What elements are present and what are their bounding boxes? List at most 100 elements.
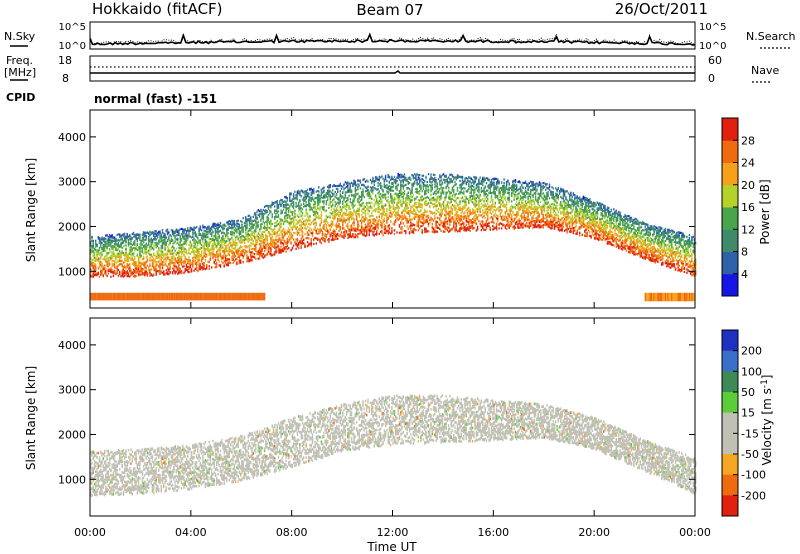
power-echo-pixel	[407, 219, 409, 223]
power-echo-pixel	[286, 220, 288, 223]
power-echo-pixel	[112, 252, 115, 255]
power-echo-pixel	[129, 234, 131, 237]
power-echo-pixel	[350, 218, 353, 221]
power-echo-pixel	[383, 185, 386, 189]
power-echo-pixel	[296, 220, 299, 223]
power-echo-pixel	[211, 253, 213, 256]
power-echo-pixel	[130, 273, 132, 276]
power-echo-pixel	[202, 257, 204, 260]
power-echo-pixel	[327, 192, 329, 195]
power-echo-pixel	[381, 185, 383, 188]
power-echo-pixel	[350, 202, 353, 205]
power-echo-pixel	[292, 207, 295, 210]
power-echo-pixel	[364, 228, 367, 231]
power-echo-pixel	[379, 212, 382, 215]
power-echo-pixel	[93, 266, 96, 269]
power-echo-pixel	[209, 241, 212, 244]
power-echo-pixel	[270, 237, 272, 240]
power-echo-pixel	[374, 179, 377, 183]
power-echo-pixel	[255, 257, 257, 260]
power-echo-pixel	[141, 273, 144, 276]
power-echo-pixel	[209, 249, 212, 252]
power-echo-pixel	[340, 214, 343, 218]
power-echo-pixel	[366, 230, 368, 233]
power-echo-pixel	[219, 245, 222, 248]
power-echo-pixel	[295, 243, 297, 246]
power-echo-pixel	[300, 242, 302, 245]
power-echo-pixel	[330, 234, 333, 237]
power-echo-pixel	[218, 241, 220, 244]
power-echo-pixel	[295, 206, 297, 209]
power-echo-pixel	[339, 190, 341, 193]
power-echo-pixel	[396, 211, 398, 214]
power-echo-pixel	[276, 211, 278, 214]
power-echo-pixel	[175, 260, 178, 263]
power-echo-pixel	[320, 196, 323, 199]
power-echo-pixel	[386, 184, 388, 187]
power-echo-pixel	[101, 264, 103, 268]
power-echo-pixel	[130, 257, 132, 260]
power-echo-pixel	[236, 241, 238, 245]
power-echo-pixel	[242, 226, 244, 229]
power-echo-pixel	[378, 206, 380, 209]
power-echo-pixel	[115, 238, 117, 241]
power-echo-pixel	[398, 175, 401, 178]
power-echo-pixel	[127, 244, 130, 247]
power-echo-pixel	[315, 211, 317, 214]
power-echo-pixel	[245, 227, 247, 230]
power-echo-pixel	[337, 208, 339, 212]
power-echo-pixel	[395, 219, 397, 222]
power-echo-pixel	[179, 270, 181, 273]
power-echo-pixel	[213, 243, 215, 246]
power-echo-pixel	[125, 240, 127, 243]
power-echo-pixel	[106, 234, 108, 237]
power-echo-pixel	[397, 174, 399, 177]
power-echo-pixel	[149, 253, 151, 256]
power-echo-pixel	[106, 242, 108, 245]
power-echo-pixel	[105, 244, 107, 247]
power-echo-pixel	[393, 201, 396, 204]
power-echo-pixel	[156, 250, 159, 253]
power-echo-pixel	[216, 235, 218, 238]
power-echo-pixel	[391, 189, 393, 192]
power-echo-pixel	[149, 274, 151, 277]
power-echo-pixel	[372, 178, 374, 181]
power-echo-pixel	[168, 235, 170, 238]
power-echo-pixel	[324, 240, 326, 243]
power-echo-pixel	[226, 221, 228, 224]
power-echo-pixel	[285, 204, 287, 207]
power-echo-pixel	[412, 231, 415, 234]
power-echo-pixel	[279, 233, 281, 236]
power-echo-pixel	[263, 240, 266, 243]
power-echo-pixel	[361, 197, 363, 200]
power-echo-pixel	[158, 265, 160, 268]
power-echo-pixel	[381, 195, 383, 198]
power-echo-pixel	[253, 244, 256, 248]
power-echo-pixel	[321, 236, 324, 239]
power-echo-pixel	[96, 248, 98, 252]
power-echo-pixel	[255, 219, 257, 222]
power-echo-pixel	[402, 195, 404, 198]
power-echo-pixel	[327, 190, 329, 194]
power-echo-pixel	[136, 243, 138, 246]
power-echo-pixel	[182, 265, 184, 268]
power-echo-pixel	[137, 236, 140, 239]
power-echo-pixel	[306, 193, 309, 196]
power-echo-pixel	[359, 199, 362, 202]
power-echo-pixel	[361, 217, 363, 220]
power-echo-pixel	[198, 264, 200, 267]
power-echo-pixel	[263, 230, 266, 234]
power-echo-pixel	[371, 206, 373, 209]
power-echo-pixel	[199, 234, 202, 237]
power-echo-pixel	[332, 194, 334, 198]
power-echo-pixel	[112, 249, 115, 252]
power-echo-pixel	[232, 243, 234, 246]
power-echo-pixel	[219, 255, 222, 259]
power-echo-pixel	[412, 230, 415, 233]
power-echo-pixel	[95, 257, 97, 260]
power-echo-pixel	[374, 187, 377, 190]
power-echo-pixel	[367, 201, 369, 205]
power-echo-pixel	[381, 222, 383, 225]
power-echo-pixel	[188, 229, 190, 232]
power-echo-pixel	[214, 254, 217, 257]
